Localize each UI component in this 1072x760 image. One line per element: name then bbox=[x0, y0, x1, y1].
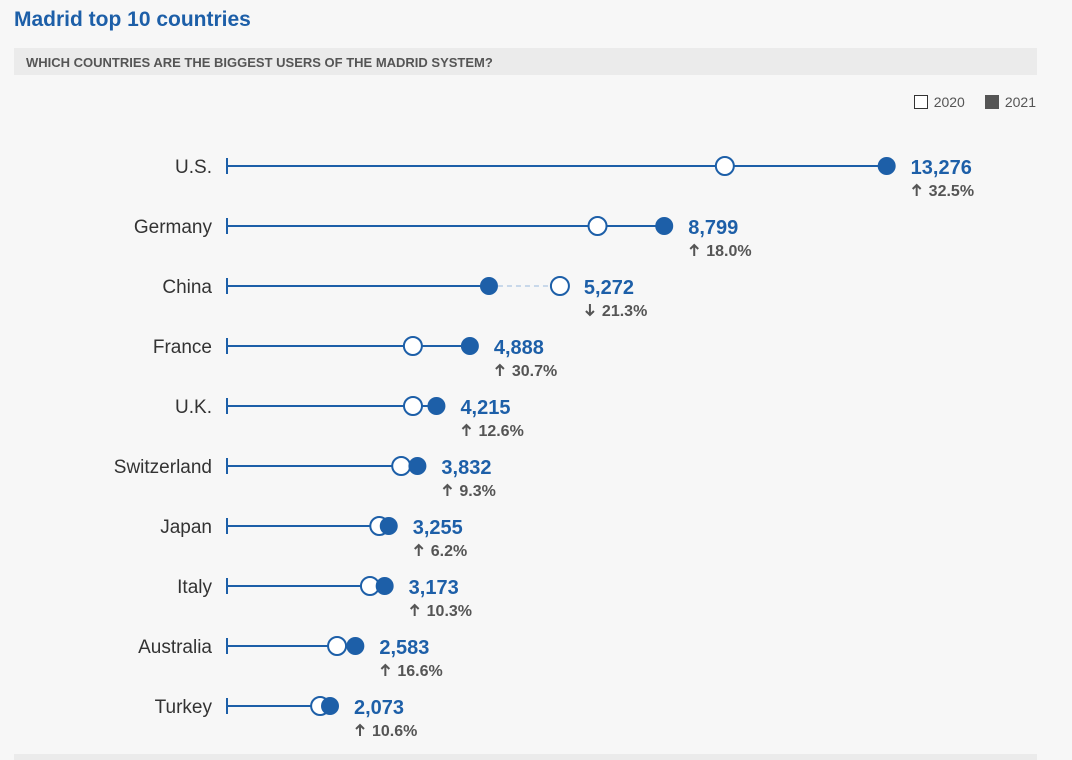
value-label-switzerland: 3,832 bbox=[441, 457, 491, 479]
change-label-italy: 10.3% bbox=[427, 603, 472, 620]
country-label-u-k: U.K. bbox=[175, 397, 212, 418]
change-label-japan: 6.2% bbox=[431, 543, 467, 560]
country-label-u-s: U.S. bbox=[175, 157, 212, 178]
value-label-germany: 8,799 bbox=[688, 217, 738, 239]
change-label-france: 30.7% bbox=[512, 363, 557, 380]
arrow-up-icon-switzerland bbox=[442, 483, 453, 496]
value-label-u-s: 13,276 bbox=[911, 157, 972, 179]
value-label-japan: 3,255 bbox=[413, 517, 463, 539]
value-label-italy: 3,173 bbox=[409, 577, 459, 599]
arrow-up-icon-italy bbox=[409, 603, 420, 616]
point-2020-u-k bbox=[402, 396, 423, 416]
arrow-up-icon-turkey bbox=[355, 723, 365, 736]
legend: 2020 2021 bbox=[913, 94, 1036, 110]
legend-label-2021: 2021 bbox=[1004, 94, 1036, 110]
arrow-up-icon-germany bbox=[689, 243, 699, 256]
point-2020-france bbox=[402, 336, 423, 356]
point-2021-italy bbox=[375, 577, 394, 595]
change-label-china: 21.3% bbox=[602, 303, 647, 320]
point-2021-japan bbox=[379, 517, 398, 535]
point-2021-u-k bbox=[427, 397, 446, 415]
point-2020-germany bbox=[587, 216, 608, 236]
point-2020-australia bbox=[327, 636, 348, 656]
change-label-u-k: 12.6% bbox=[478, 423, 523, 440]
legend-label-2020: 2020 bbox=[933, 94, 965, 110]
point-2021-china bbox=[479, 277, 498, 295]
point-2021-u-s bbox=[877, 157, 896, 175]
country-label-switzerland: Switzerland bbox=[114, 457, 212, 478]
point-2020-u-s bbox=[714, 156, 735, 176]
arrow-up-icon-australia bbox=[380, 663, 391, 676]
point-2020-switzerland bbox=[391, 456, 412, 476]
change-label-australia: 16.6% bbox=[397, 663, 442, 680]
value-label-france: 4,888 bbox=[494, 337, 544, 359]
arrow-up-icon-u-s bbox=[911, 183, 922, 196]
point-2021-switzerland bbox=[408, 457, 427, 475]
point-2020-china bbox=[549, 276, 570, 296]
value-label-u-k: 4,215 bbox=[460, 397, 510, 419]
point-2021-australia bbox=[346, 637, 365, 655]
legend-filled-swatch bbox=[984, 95, 999, 109]
arrow-up-icon-japan bbox=[414, 543, 424, 556]
country-label-germany: Germany bbox=[134, 217, 213, 238]
country-label-france: France bbox=[153, 337, 212, 358]
chart-title: Madrid top 10 countries bbox=[14, 8, 251, 31]
value-label-turkey: 2,073 bbox=[354, 697, 404, 719]
country-label-china: China bbox=[162, 277, 212, 298]
bottom-strip bbox=[14, 754, 1037, 760]
arrow-up-icon-u-k bbox=[461, 423, 472, 436]
value-label-australia: 2,583 bbox=[379, 637, 429, 659]
country-label-italy: Italy bbox=[177, 577, 212, 598]
change-label-germany: 18.0% bbox=[706, 243, 751, 260]
point-2021-turkey bbox=[321, 697, 340, 715]
value-label-china: 5,272 bbox=[584, 277, 634, 299]
point-2021-germany bbox=[655, 217, 674, 235]
point-2021-france bbox=[460, 337, 479, 355]
change-label-u-s: 32.5% bbox=[929, 183, 974, 200]
country-label-turkey: Turkey bbox=[155, 697, 213, 718]
arrow-up-icon-france bbox=[495, 363, 505, 376]
arrow-down-icon-china bbox=[585, 304, 595, 317]
country-label-japan: Japan bbox=[160, 517, 212, 538]
change-label-turkey: 10.6% bbox=[372, 723, 417, 740]
chart-subtitle: WHICH COUNTRIES ARE THE BIGGEST USERS OF… bbox=[26, 55, 493, 70]
country-label-australia: Australia bbox=[138, 637, 212, 658]
legend-open-swatch bbox=[913, 95, 928, 109]
subtitle-bar: WHICH COUNTRIES ARE THE BIGGEST USERS OF… bbox=[14, 48, 1037, 75]
change-label-switzerland: 9.3% bbox=[459, 483, 495, 500]
